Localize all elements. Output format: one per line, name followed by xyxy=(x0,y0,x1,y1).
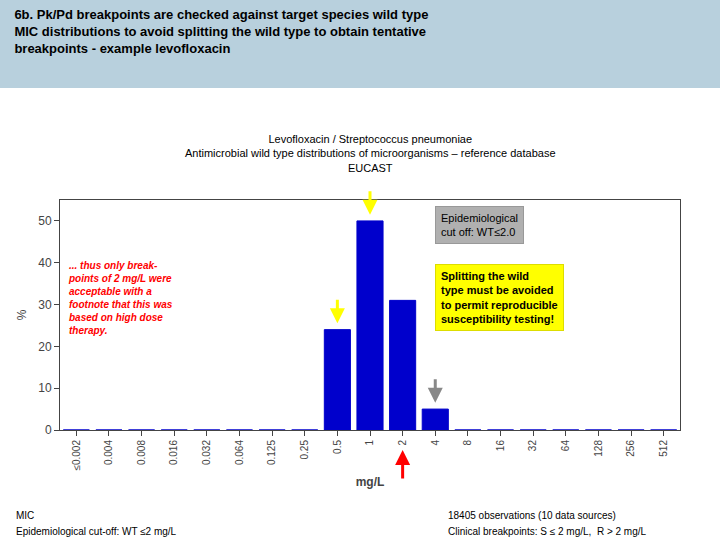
svg-text:10: 10 xyxy=(38,381,52,395)
svg-text:... thus only break-points of: ... thus only break-points of 2 mg/L wer… xyxy=(68,260,173,336)
svg-text:2: 2 xyxy=(397,440,408,446)
svg-text:0: 0 xyxy=(45,423,52,437)
svg-text:32: 32 xyxy=(527,440,538,452)
svg-text:Splitting the wildtype must be: Splitting the wildtype must be avoidedto… xyxy=(441,270,558,325)
svg-text:0.016: 0.016 xyxy=(168,440,179,465)
svg-text:64: 64 xyxy=(560,440,571,452)
svg-text:MIC: MIC xyxy=(16,510,34,521)
svg-text:%: % xyxy=(15,309,29,320)
svg-text:20: 20 xyxy=(38,340,52,354)
svg-text:0.125: 0.125 xyxy=(266,440,277,465)
svg-text:0.25: 0.25 xyxy=(299,440,310,460)
svg-text:1: 1 xyxy=(364,440,375,446)
svg-text:50: 50 xyxy=(38,214,52,228)
svg-text:≤0.002: ≤0.002 xyxy=(71,440,82,471)
svg-text:6b. Pk/Pd breakpoints are chec: 6b. Pk/Pd breakpoints are checked agains… xyxy=(14,7,428,56)
svg-text:mg/L: mg/L xyxy=(356,475,385,489)
svg-text:0.5: 0.5 xyxy=(332,440,343,454)
svg-text:128: 128 xyxy=(593,440,604,457)
svg-text:0.004: 0.004 xyxy=(103,440,114,465)
svg-text:30: 30 xyxy=(38,298,52,312)
svg-text:0.008: 0.008 xyxy=(136,440,147,465)
svg-text:512: 512 xyxy=(658,440,669,457)
svg-text:256: 256 xyxy=(625,440,636,457)
svg-text:16: 16 xyxy=(495,440,506,452)
svg-text:Epidemiological cut-off: WT ≤2: Epidemiological cut-off: WT ≤2 mg/L xyxy=(16,526,177,537)
svg-text:4: 4 xyxy=(430,440,441,446)
svg-text:Epidemiologicalcut off: WT≤2.0: Epidemiologicalcut off: WT≤2.0 xyxy=(441,212,518,238)
svg-text:40: 40 xyxy=(38,256,52,270)
svg-text:0.032: 0.032 xyxy=(201,440,212,465)
svg-text:Clinical breakpoints: S ≤ 2 mg: Clinical breakpoints: S ≤ 2 mg/L, R > 2 … xyxy=(448,526,647,537)
svg-text:8: 8 xyxy=(462,440,473,446)
svg-text:0.064: 0.064 xyxy=(234,440,245,465)
svg-text:18405 observations (10 data so: 18405 observations (10 data sources) xyxy=(448,510,616,521)
svg-text:Levofloxacin / Streptococcus p: Levofloxacin / Streptococcus pneumoniaeA… xyxy=(185,133,556,174)
